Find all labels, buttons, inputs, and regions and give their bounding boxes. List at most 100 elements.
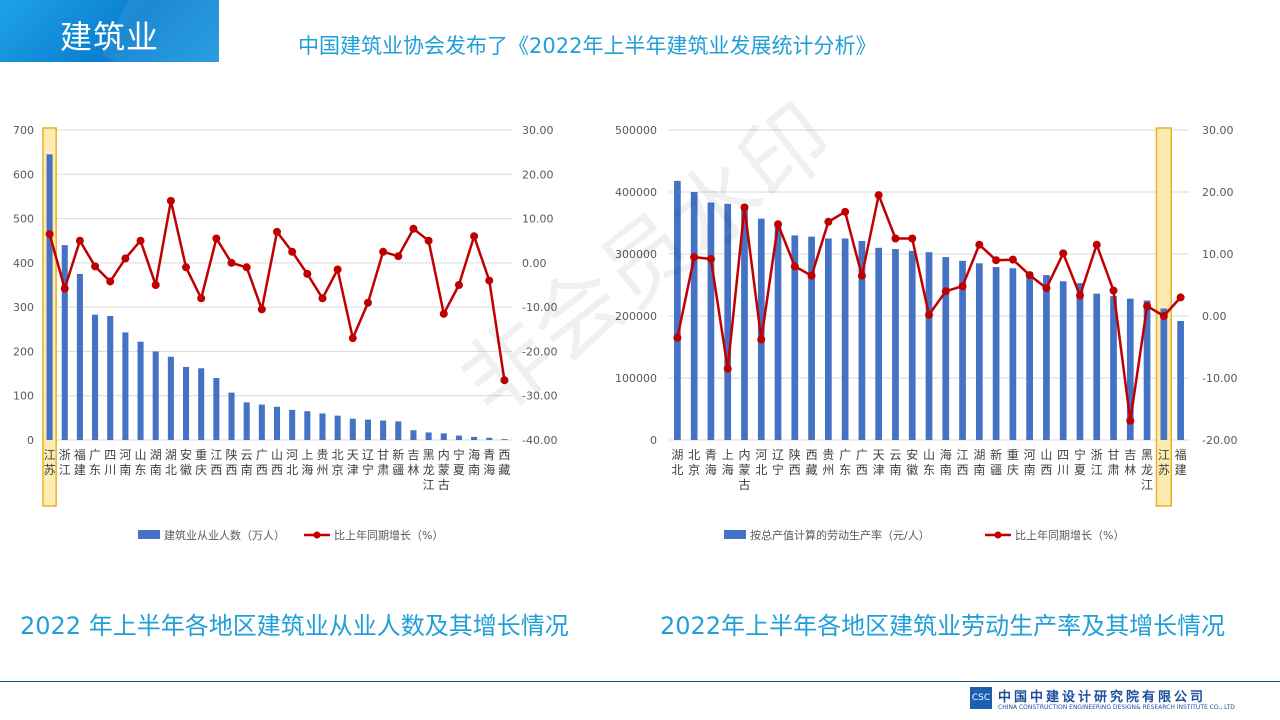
growth-point: [1109, 286, 1118, 295]
growth-point: [500, 376, 509, 385]
category-label: 西藏: [806, 448, 818, 477]
category-label: 宁夏: [1074, 447, 1086, 477]
left-axis-tick-label: 600: [13, 168, 34, 181]
growth-point: [485, 276, 494, 285]
category-label: 贵州: [822, 448, 834, 477]
right-axis-tick-label: 30.00: [1202, 124, 1234, 137]
growth-point: [841, 207, 850, 216]
bar: [858, 240, 866, 440]
bar: [213, 378, 220, 440]
category-label: 宁夏: [453, 447, 465, 477]
bar: [875, 247, 883, 440]
category-label: 安徽: [180, 447, 192, 477]
category-label: 北京: [688, 448, 700, 477]
growth-point: [273, 227, 281, 236]
company-logo-icon: CSC: [970, 687, 992, 709]
right-axis-tick-label: -10.00: [1202, 372, 1237, 385]
category-label: 江西: [210, 448, 222, 477]
category-label: 四川: [1057, 448, 1069, 477]
category-label: 上海: [722, 448, 734, 477]
employment-chart: 700 600 500 400 300 200 100 0 30.00 20.00 10.00 0.0…: [13, 124, 557, 542]
bar: [1009, 268, 1017, 440]
left-axis-tick-label: 300: [13, 301, 34, 314]
bar: [364, 419, 371, 440]
growth-point: [706, 254, 715, 263]
productivity-chart-caption: 2022年上半年各地区建筑业劳动生产率及其增长情况: [660, 612, 1226, 640]
growth-point: [740, 203, 749, 212]
category-label: 浙江: [59, 448, 71, 477]
left-axis-tick-label: 400000: [615, 186, 657, 199]
category-label: 福建: [1175, 447, 1187, 477]
category-label: 海南: [468, 447, 480, 477]
company-name-cn: 中国中建设计研究院有限公司: [998, 690, 1207, 705]
right-axis-tick-label: 20.00: [522, 168, 554, 181]
growth-point: [363, 298, 372, 307]
right-axis-tick-label: 0.00: [1202, 310, 1227, 323]
growth-point: [1059, 249, 1068, 258]
growth-point: [723, 364, 732, 373]
category-label: 湖北: [165, 447, 177, 477]
growth-point: [925, 310, 933, 319]
category-label: 青海: [483, 448, 495, 477]
bar: [825, 238, 832, 440]
bar: [425, 432, 432, 440]
left-axis-tick-label: 700: [13, 124, 34, 137]
growth-point: [75, 236, 84, 245]
bar: [304, 411, 311, 440]
category-label: 青海: [705, 448, 717, 477]
bar: [1076, 283, 1084, 440]
bar: [925, 252, 933, 440]
category-label: 海南: [940, 447, 952, 477]
category-label: 重庆: [1007, 448, 1019, 477]
category-label: 甘肃: [1108, 448, 1120, 477]
legend-line-label: 比上年同期增长（%）: [1015, 528, 1124, 542]
right-axis-tick-label: 10.00: [1202, 248, 1234, 261]
employment-chart-caption: 2022 年上半年各地区建筑业从业人数及其增长情况: [20, 612, 569, 640]
growth-point: [790, 262, 799, 271]
growth-point: [182, 263, 191, 272]
bar: [319, 413, 326, 440]
growth-point: [1143, 302, 1152, 311]
right-axis-tick-label: -20.00: [522, 345, 557, 358]
section-title-banner: 建筑业: [0, 0, 219, 62]
bar: [410, 430, 417, 440]
left-axis-tick-label: 0: [650, 434, 657, 447]
legend-line-marker: [994, 531, 1002, 539]
bar: [1143, 300, 1151, 440]
growth-point: [1126, 416, 1135, 425]
category-label: 北京: [332, 448, 344, 477]
growth-point: [106, 277, 115, 286]
growth-point: [1008, 255, 1017, 264]
growth-point: [136, 236, 145, 245]
bar: [471, 436, 478, 440]
growth-point: [774, 220, 783, 229]
growth-point: [908, 234, 917, 243]
category-label: 广西: [856, 448, 868, 477]
bar: [1126, 298, 1134, 440]
growth-point: [673, 333, 682, 342]
bar: [975, 263, 983, 440]
growth-point: [151, 281, 160, 289]
category-label: 西藏: [498, 448, 510, 477]
category-label: 山东: [923, 448, 935, 477]
bar: [228, 392, 235, 440]
growth-point: [257, 305, 266, 314]
bar: [380, 420, 387, 440]
growth-point: [470, 232, 479, 241]
bar: [122, 332, 129, 440]
bar: [440, 433, 447, 440]
bar: [757, 218, 765, 440]
growth-point: [60, 284, 69, 293]
growth-point: [439, 309, 448, 318]
bar: [486, 437, 493, 440]
category-label: 上海: [301, 448, 313, 477]
growth-point: [227, 258, 236, 267]
legend-bar-swatch: [724, 530, 746, 539]
section-title: 建筑业: [60, 18, 160, 56]
category-label: 甘肃: [377, 448, 389, 477]
bar: [808, 236, 815, 440]
bar: [349, 418, 356, 440]
bar: [992, 267, 1000, 440]
category-label: 新疆: [990, 447, 1002, 477]
bar: [258, 404, 265, 440]
